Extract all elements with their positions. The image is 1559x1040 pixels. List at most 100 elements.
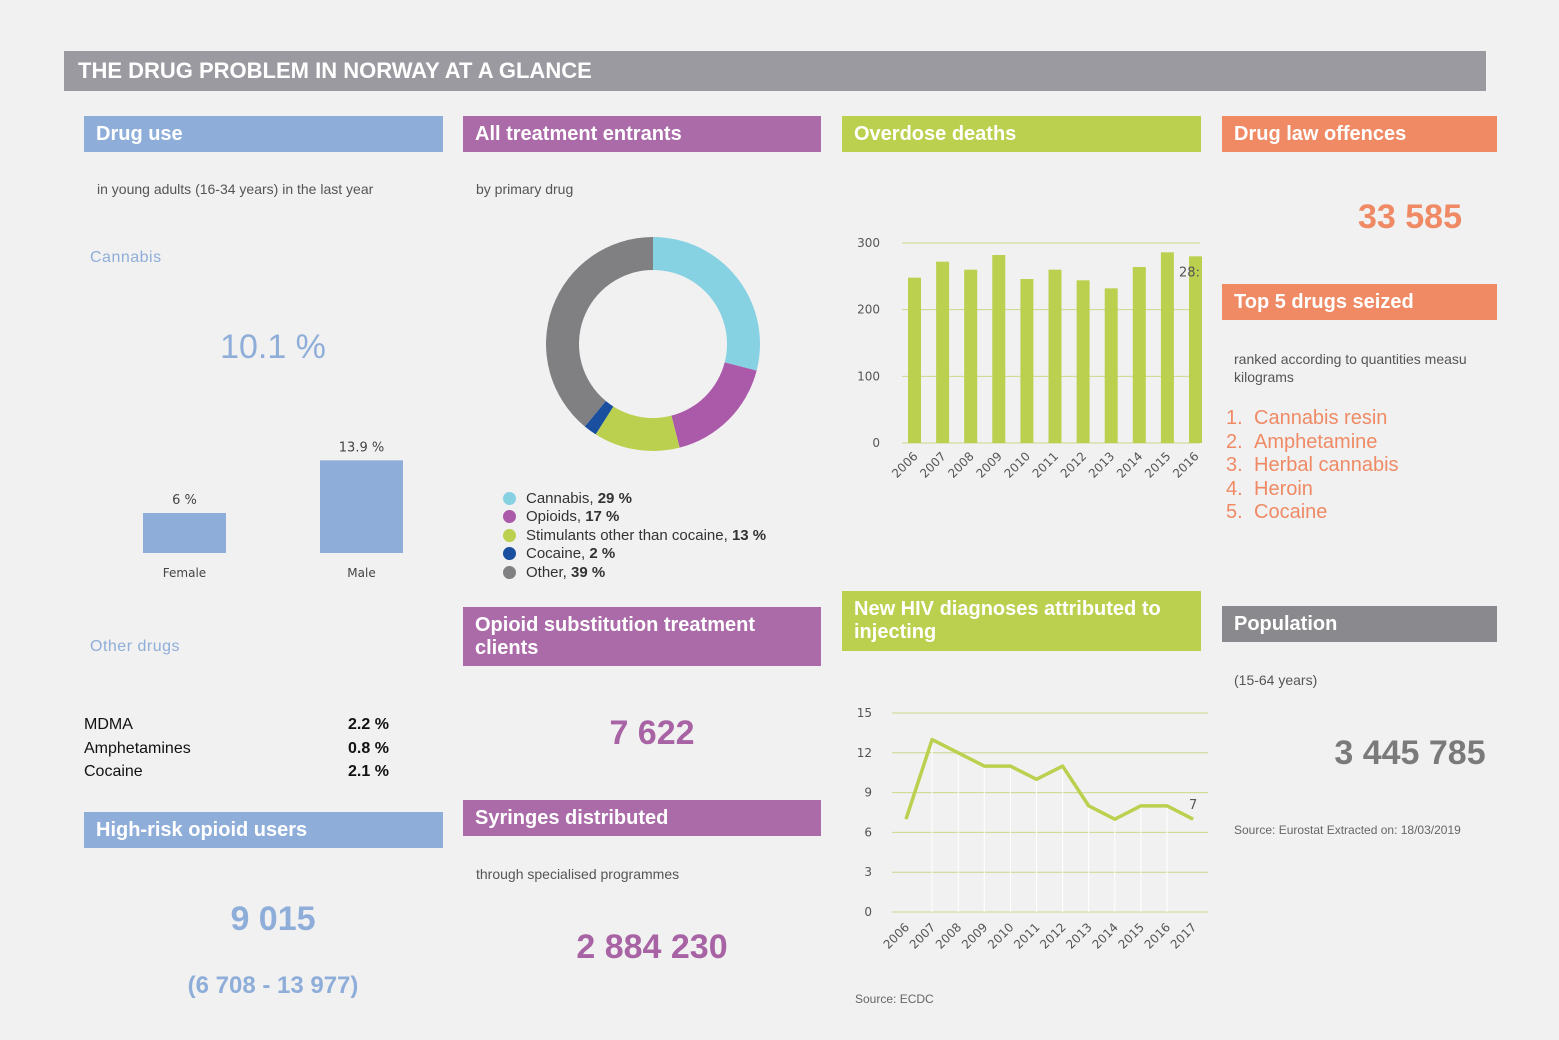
- x-tick-label: 2017: [1168, 920, 1199, 951]
- legend-label: Stimulants other than cocaine, 13 %: [526, 526, 767, 544]
- list-item: 2. Amphetamine: [1226, 431, 1399, 455]
- donut-slice-2: [595, 406, 680, 451]
- overdose-bar: [992, 255, 1006, 443]
- other-drug-name: Cocaine: [84, 763, 143, 780]
- seized-header: Top 5 drugs seized: [1222, 284, 1497, 320]
- population-source: Source: Eurostat Extracted on: 18/03/201…: [1234, 823, 1461, 837]
- x-tick-label: 2010: [985, 920, 1016, 951]
- list-item-name: Amphetamine: [1254, 430, 1378, 453]
- other-drug-value: 0.8 %: [348, 739, 389, 757]
- y-tick-label: 9: [864, 786, 872, 800]
- seized-subtitle-line1: ranked according to quantities measu: [1234, 351, 1467, 367]
- y-tick-label: 100: [857, 369, 880, 383]
- y-tick-label: 6: [864, 825, 872, 839]
- x-tick-label: 2006: [881, 920, 912, 951]
- drug-use-header: Drug use: [84, 116, 443, 152]
- population-header: Population: [1222, 606, 1497, 642]
- list-item-number: 2.: [1226, 430, 1243, 453]
- offences-header: Drug law offences: [1222, 116, 1497, 152]
- legend-swatch: [503, 510, 516, 524]
- x-tick-label: 2015: [1116, 920, 1147, 951]
- seized-list: 1. Cannabis resin 2. Amphetamine 3. Herbal …: [1226, 407, 1399, 525]
- population-subtitle: (15-64 years): [1234, 672, 1318, 688]
- y-tick-label: 0: [864, 905, 872, 919]
- hiv-header: New HIV diagnoses attributed to injectin…: [842, 591, 1201, 651]
- ost-value: 7 622: [609, 714, 695, 752]
- x-tick-label: 2008: [945, 449, 976, 480]
- overdose-bar: [1189, 256, 1202, 443]
- legend-label: Cannabis, 29 %: [526, 489, 632, 507]
- offences-value: 33 585: [1358, 198, 1462, 236]
- x-tick-label: 2008: [933, 920, 964, 951]
- legend-item: Cannabis, 29 %: [503, 489, 766, 508]
- legend-item: Other, 39 %: [503, 563, 766, 582]
- overdose-bar: [1048, 269, 1062, 443]
- x-tick-label: 2011: [1011, 920, 1042, 951]
- x-tick-label: 2011: [1030, 449, 1061, 480]
- overdose-bar: [936, 261, 950, 443]
- bar-category-label: Female: [163, 566, 206, 580]
- list-item-name: Cannabis resin: [1254, 407, 1388, 429]
- x-tick-label: 2009: [973, 449, 1004, 480]
- treatment-subtitle: by primary drug: [476, 181, 574, 197]
- seized-subtitle-line2: kilograms: [1234, 369, 1294, 385]
- bar-data-label: 6 %: [172, 493, 197, 508]
- y-tick-label: 200: [857, 303, 880, 317]
- list-item: 1. Cannabis resin: [1226, 407, 1399, 431]
- y-tick-label: 0: [872, 436, 880, 450]
- other-drug-name: Amphetamines: [84, 739, 191, 757]
- other-drug-row: MDMA 2.2 %: [84, 716, 404, 740]
- syringes-value: 2 884 230: [576, 928, 728, 966]
- syringes-header: Syringes distributed: [463, 800, 821, 836]
- y-tick-label: 300: [857, 236, 880, 250]
- treatment-legend: Cannabis, 29 % Opioids, 17 % Stimulants ot…: [503, 489, 766, 582]
- list-item-number: 3.: [1226, 454, 1243, 476]
- x-tick-label: 2012: [1058, 449, 1089, 480]
- list-item: 4. Heroin: [1226, 478, 1399, 502]
- overdose-bar: [1160, 252, 1174, 443]
- last-data-label: 7: [1189, 798, 1197, 813]
- overdose-bar: [1076, 280, 1090, 443]
- other-drug-value: 2.2 %: [348, 716, 389, 733]
- hiv-header-line2: injecting: [854, 621, 937, 643]
- high-risk-header: High-risk opioid users: [84, 812, 443, 848]
- last-data-label: 28:: [1179, 265, 1200, 280]
- ost-header: Opioid substitution treatment clients: [463, 607, 821, 666]
- ost-header-line2: clients: [475, 636, 539, 659]
- x-tick-label: 2010: [1002, 449, 1033, 480]
- high-risk-value: 9 015: [230, 900, 316, 938]
- donut-slice-4: [546, 237, 653, 427]
- legend-swatch: [503, 528, 516, 542]
- syringes-subtitle: through specialised programmes: [476, 866, 680, 882]
- donut-slice-0: [653, 237, 760, 371]
- legend-label: Opioids, 17 %: [526, 508, 620, 526]
- list-item: 5. Cocaine: [1226, 501, 1399, 525]
- other-drug-row: Cocaine 2.1 %: [84, 763, 404, 787]
- treatment-donut-chart: [546, 237, 760, 451]
- drug-use-subtitle: in young adults (16-34 years) in the las…: [97, 181, 374, 197]
- overdose-header: Overdose deaths: [842, 116, 1201, 152]
- list-item-number: 5.: [1226, 501, 1243, 523]
- x-tick-label: 2015: [1142, 449, 1173, 480]
- list-item: 3. Herbal cannabis: [1226, 454, 1399, 478]
- y-tick-label: 3: [864, 865, 872, 879]
- legend-item: Stimulants other than cocaine, 13 %: [503, 526, 766, 545]
- overdose-bar: [1020, 279, 1034, 443]
- bar-male: [320, 460, 403, 553]
- bar-female: [143, 513, 226, 553]
- bar-data-label: 13.9 %: [339, 440, 384, 455]
- high-risk-range: (6 708 - 13 977): [187, 972, 359, 999]
- overdose-bar: [964, 269, 978, 443]
- x-tick-label: 2014: [1114, 449, 1145, 480]
- y-tick-label: 15: [857, 706, 872, 720]
- bar-category-label: Male: [347, 566, 375, 580]
- overdose-bar: [1132, 267, 1146, 443]
- y-tick-label: 12: [857, 746, 872, 760]
- other-drug-name: MDMA: [84, 716, 133, 733]
- legend-swatch: [503, 491, 516, 505]
- legend-swatch: [503, 565, 516, 579]
- x-tick-label: 2007: [917, 449, 948, 480]
- list-item-number: 1.: [1226, 407, 1243, 429]
- x-tick-label: 2014: [1089, 920, 1120, 951]
- other-drug-row: Amphetamines 0.8 %: [84, 740, 404, 764]
